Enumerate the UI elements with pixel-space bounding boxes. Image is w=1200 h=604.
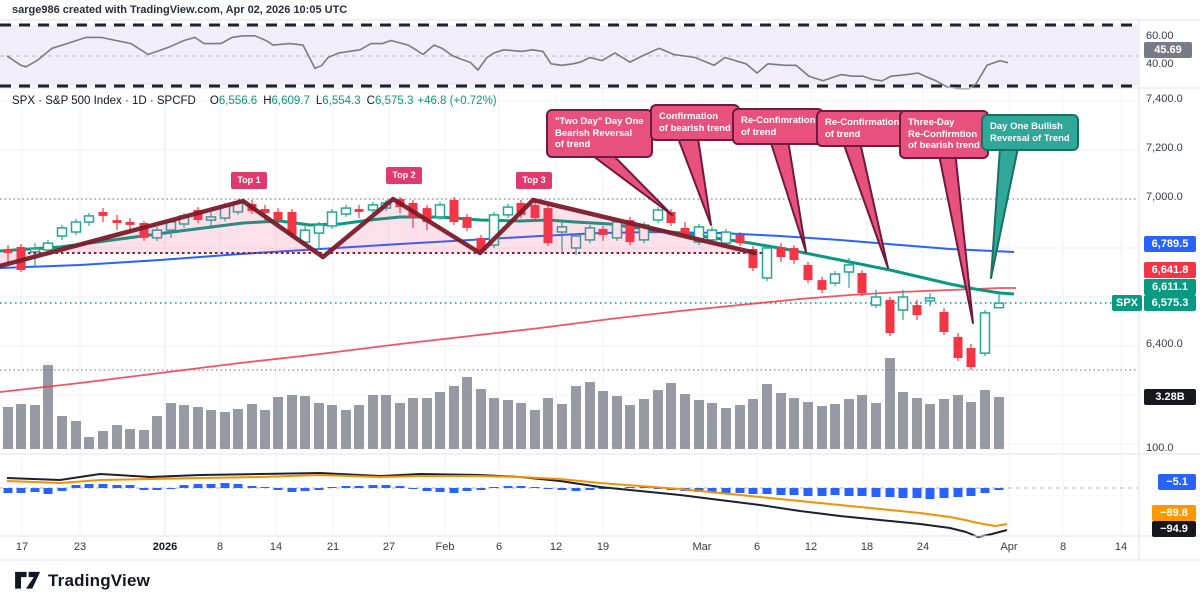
symbol-legend[interactable]: SPX · S&P 500 Index · 1D · SPCFD O6,556.6… <box>12 95 497 107</box>
ohlc-values: O6,556.6 H6,609.7 L6,554.3 C6,575.3 <box>204 95 413 107</box>
trend-callout[interactable]: Re-Confimration of trend <box>732 108 825 145</box>
ohlc-key: C <box>366 95 375 107</box>
ohlc-key: O <box>209 95 219 107</box>
ohlc-value: 6,575.3 <box>374 95 414 107</box>
change-value: +46.8 (+0.72%) <box>417 95 497 107</box>
ohlc-value: 6,556.6 <box>218 95 258 107</box>
tradingview-logo[interactable]: TradingView <box>14 570 150 591</box>
ohlc-value: 6,609.7 <box>271 95 310 107</box>
symbol-title[interactable]: SPX · S&P 500 Index · 1D · SPCFD <box>12 95 196 107</box>
tradingview-logo-icon <box>15 571 41 589</box>
trend-callout[interactable]: Day One Bullish Reversal of Trend <box>981 114 1079 151</box>
trend-callout[interactable]: Three-Day Re-Confirmtion of bearish trend <box>899 110 989 159</box>
attribution-text: sarge986 created with TradingView.com, A… <box>12 4 348 16</box>
trend-callout[interactable]: "Two Day" Day One Bearish Reversal of tren… <box>546 109 653 158</box>
trend-callout[interactable]: Confirmation of bearish trend <box>650 104 740 141</box>
ohlc-key: H <box>263 95 272 107</box>
tradingview-logo-text: TradingView <box>48 570 151 590</box>
ohlc-key: L <box>315 95 323 107</box>
trend-callout[interactable]: Re-Confirmation of trend <box>816 110 909 147</box>
ohlc-value: 6,554.3 <box>322 95 361 107</box>
